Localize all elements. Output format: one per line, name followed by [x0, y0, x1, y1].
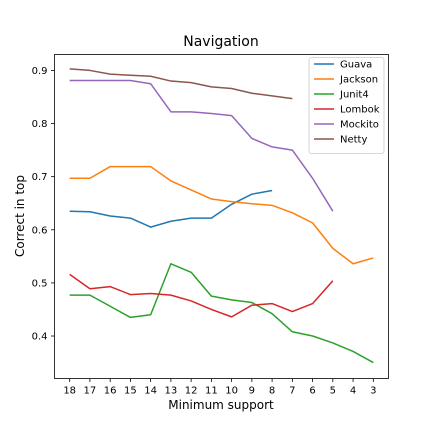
y-tick-label: 0.8 [32, 119, 48, 130]
series-line-mockito [70, 81, 333, 212]
legend-label-junit4: Junit4 [339, 90, 369, 101]
y-tick-label: 0.6 [32, 225, 48, 236]
y-axis-label: Correct in top [13, 175, 27, 257]
x-tick-label: 11 [205, 386, 218, 397]
x-tick-label: 10 [225, 386, 238, 397]
series-line-netty [70, 69, 293, 99]
x-tick-label: 16 [104, 386, 117, 397]
x-tick-label: 6 [309, 386, 315, 397]
x-tick-label: 8 [269, 386, 275, 397]
y-tick-label: 0.4 [32, 332, 48, 343]
chart-title: Navigation [183, 34, 259, 50]
x-tick-label: 14 [144, 386, 157, 397]
series-line-lombok [70, 274, 333, 316]
y-axis: 0.4 0.5 0.6 0.7 0.8 0.9 [32, 66, 55, 343]
x-tick-label: 13 [165, 386, 178, 397]
x-axis: 18 17 16 15 14 13 12 11 10 9 8 7 6 5 4 3 [63, 379, 376, 397]
legend: Guava Jackson Junit4 Lombok Mockito Netty [309, 58, 384, 154]
x-tick-label: 18 [63, 386, 76, 397]
legend-label-lombok: Lombok [340, 105, 380, 116]
y-tick-label: 0.7 [32, 172, 48, 183]
y-tick-label: 0.5 [32, 278, 48, 289]
legend-label-jackson: Jackson [339, 75, 378, 86]
x-tick-label: 4 [350, 386, 356, 397]
y-tick-label: 0.9 [32, 66, 48, 77]
series-line-jackson [70, 167, 374, 264]
x-tick-label: 17 [84, 386, 97, 397]
legend-label-mockito: Mockito [340, 120, 379, 131]
x-tick-label: 15 [124, 386, 137, 397]
series-line-guava [70, 190, 272, 227]
legend-label-guava: Guava [340, 60, 372, 71]
x-tick-label: 9 [249, 386, 255, 397]
x-tick-label: 7 [289, 386, 295, 397]
legend-label-netty: Netty [340, 135, 367, 146]
x-axis-label: Minimum support [168, 398, 274, 412]
x-tick-label: 12 [185, 386, 198, 397]
x-tick-label: 5 [330, 386, 336, 397]
x-tick-label: 3 [370, 386, 376, 397]
